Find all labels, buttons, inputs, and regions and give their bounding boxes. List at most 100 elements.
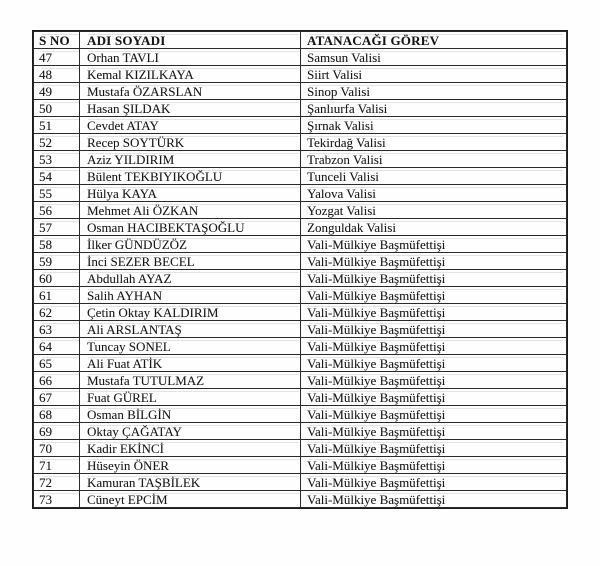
cell-role: Yozgat Valisi — [300, 201, 567, 219]
cell-role: Şanlıurfa Valisi — [300, 99, 567, 117]
cell-role: Vali-Mülkiye Başmüfettişi — [300, 303, 567, 321]
cell-name: Recep SOYTÜRK — [79, 133, 301, 151]
table-header: S NO ADI SOYADI ATANACAĞI GÖREV — [33, 31, 567, 49]
cell-role: Vali-Mülkiye Başmüfettişi — [300, 405, 567, 423]
cell-sno: 47 — [33, 48, 80, 66]
table-row: 56 Mehmet Ali ÖZKAN Yozgat Valisi — [33, 201, 567, 219]
cell-sno: 48 — [33, 65, 80, 83]
cell-name: İnci SEZER BECEL — [79, 252, 301, 270]
cell-name: Mehmet Ali ÖZKAN — [79, 201, 301, 219]
cell-role: Vali-Mülkiye Başmüfettişi — [300, 388, 567, 406]
table-row: 73 Cüneyt EPCİM Vali-Mülkiye Başmüfettiş… — [33, 490, 567, 508]
cell-name: Abdullah AYAZ — [79, 269, 301, 287]
appointment-table: S NO ADI SOYADI ATANACAĞI GÖREV 47 Orhan… — [32, 30, 568, 509]
cell-name: Fuat GÜREL — [79, 388, 301, 406]
table-body: 47 Orhan TAVLI Samsun Valisi 48 Kemal KI… — [33, 48, 567, 508]
cell-role: Vali-Mülkiye Başmüfettişi — [300, 269, 567, 287]
cell-role: Trabzon Valisi — [300, 150, 567, 168]
cell-sno: 70 — [33, 439, 80, 457]
cell-sno: 58 — [33, 235, 80, 253]
cell-role: Vali-Mülkiye Başmüfettişi — [300, 371, 567, 389]
cell-name: Mustafa ÖZARSLAN — [79, 82, 301, 100]
table-row: 63 Ali ARSLANTAŞ Vali-Mülkiye Başmüfetti… — [33, 320, 567, 338]
cell-role: Vali-Mülkiye Başmüfettişi — [300, 439, 567, 457]
cell-sno: 56 — [33, 201, 80, 219]
cell-role: Vali-Mülkiye Başmüfettişi — [300, 235, 567, 253]
cell-role: Vali-Mülkiye Başmüfettişi — [300, 490, 567, 508]
cell-name: Orhan TAVLI — [79, 48, 301, 66]
cell-role: Siirt Valisi — [300, 65, 567, 83]
cell-sno: 50 — [33, 99, 80, 117]
cell-sno: 72 — [33, 473, 80, 491]
table-row: 49 Mustafa ÖZARSLAN Sinop Valisi — [33, 82, 567, 100]
cell-role: Şırnak Valisi — [300, 116, 567, 134]
cell-name: Osman BİLGİN — [79, 405, 301, 423]
cell-name: Osman HACIBEKTAŞOĞLU — [79, 218, 301, 236]
table-row: 59 İnci SEZER BECEL Vali-Mülkiye Başmüfe… — [33, 252, 567, 270]
cell-role: Vali-Mülkiye Başmüfettişi — [300, 252, 567, 270]
table-row: 65 Ali Fuat ATİK Vali-Mülkiye Başmüfetti… — [33, 354, 567, 372]
cell-role: Vali-Mülkiye Başmüfettişi — [300, 473, 567, 491]
cell-name: Cüneyt EPCİM — [79, 490, 301, 508]
cell-role: Tunceli Valisi — [300, 167, 567, 185]
table-row: 55 Hülya KAYA Yalova Valisi — [33, 184, 567, 202]
cell-sno: 68 — [33, 405, 80, 423]
cell-sno: 59 — [33, 252, 80, 270]
cell-sno: 66 — [33, 371, 80, 389]
cell-sno: 71 — [33, 456, 80, 474]
table-row: 72 Kamuran TAŞBİLEK Vali-Mülkiye Başmüfe… — [33, 473, 567, 491]
cell-sno: 55 — [33, 184, 80, 202]
cell-sno: 73 — [33, 490, 80, 508]
cell-name: İlker GÜNDÜZÖZ — [79, 235, 301, 253]
cell-name: Hülya KAYA — [79, 184, 301, 202]
table-row: 68 Osman BİLGİN Vali-Mülkiye Başmüfettiş… — [33, 405, 567, 423]
cell-role: Vali-Mülkiye Başmüfettişi — [300, 422, 567, 440]
cell-sno: 60 — [33, 269, 80, 287]
cell-name: Ali Fuat ATİK — [79, 354, 301, 372]
cell-sno: 64 — [33, 337, 80, 355]
column-header-role: ATANACAĞI GÖREV — [300, 31, 567, 49]
cell-role: Sinop Valisi — [300, 82, 567, 100]
table-row: 53 Aziz YILDIRIM Trabzon Valisi — [33, 150, 567, 168]
cell-name: Oktay ÇAĞATAY — [79, 422, 301, 440]
cell-name: Bülent TEKBIYIKOĞLU — [79, 167, 301, 185]
cell-name: Salih AYHAN — [79, 286, 301, 304]
table-row: 58 İlker GÜNDÜZÖZ Vali-Mülkiye Başmüfett… — [33, 235, 567, 253]
cell-name: Kemal KIZILKAYA — [79, 65, 301, 83]
cell-role: Tekirdağ Valisi — [300, 133, 567, 151]
table-row: 62 Çetin Oktay KALDIRIM Vali-Mülkiye Baş… — [33, 303, 567, 321]
table-row: 52 Recep SOYTÜRK Tekirdağ Valisi — [33, 133, 567, 151]
cell-name: Aziz YILDIRIM — [79, 150, 301, 168]
table-row: 64 Tuncay SONEL Vali-Mülkiye Başmüfettiş… — [33, 337, 567, 355]
cell-role: Vali-Mülkiye Başmüfettişi — [300, 354, 567, 372]
cell-name: Mustafa TUTULMAZ — [79, 371, 301, 389]
table-row: 61 Salih AYHAN Vali-Mülkiye Başmüfettişi — [33, 286, 567, 304]
cell-role: Yalova Valisi — [300, 184, 567, 202]
cell-name: Hüseyin ÖNER — [79, 456, 301, 474]
cell-name: Ali ARSLANTAŞ — [79, 320, 301, 338]
cell-role: Vali-Mülkiye Başmüfettişi — [300, 337, 567, 355]
table-row: 57 Osman HACIBEKTAŞOĞLU Zonguldak Valisi — [33, 218, 567, 236]
cell-sno: 67 — [33, 388, 80, 406]
cell-role: Vali-Mülkiye Başmüfettişi — [300, 286, 567, 304]
cell-role: Vali-Mülkiye Başmüfettişi — [300, 320, 567, 338]
table-row: 47 Orhan TAVLI Samsun Valisi — [33, 48, 567, 66]
cell-role: Zonguldak Valisi — [300, 218, 567, 236]
table-row: 50 Hasan ŞILDAK Şanlıurfa Valisi — [33, 99, 567, 117]
column-header-sno: S NO — [33, 31, 80, 49]
cell-sno: 52 — [33, 133, 80, 151]
cell-role: Vali-Mülkiye Başmüfettişi — [300, 456, 567, 474]
cell-sno: 65 — [33, 354, 80, 372]
cell-name: Tuncay SONEL — [79, 337, 301, 355]
cell-sno: 69 — [33, 422, 80, 440]
cell-sno: 54 — [33, 167, 80, 185]
cell-name: Cevdet ATAY — [79, 116, 301, 134]
table-row: 67 Fuat GÜREL Vali-Mülkiye Başmüfettişi — [33, 388, 567, 406]
table-row: 69 Oktay ÇAĞATAY Vali-Mülkiye Başmüfetti… — [33, 422, 567, 440]
header-row: S NO ADI SOYADI ATANACAĞI GÖREV — [33, 31, 567, 49]
cell-sno: 49 — [33, 82, 80, 100]
column-header-name: ADI SOYADI — [79, 31, 301, 49]
table-row: 54 Bülent TEKBIYIKOĞLU Tunceli Valisi — [33, 167, 567, 185]
cell-role: Samsun Valisi — [300, 48, 567, 66]
